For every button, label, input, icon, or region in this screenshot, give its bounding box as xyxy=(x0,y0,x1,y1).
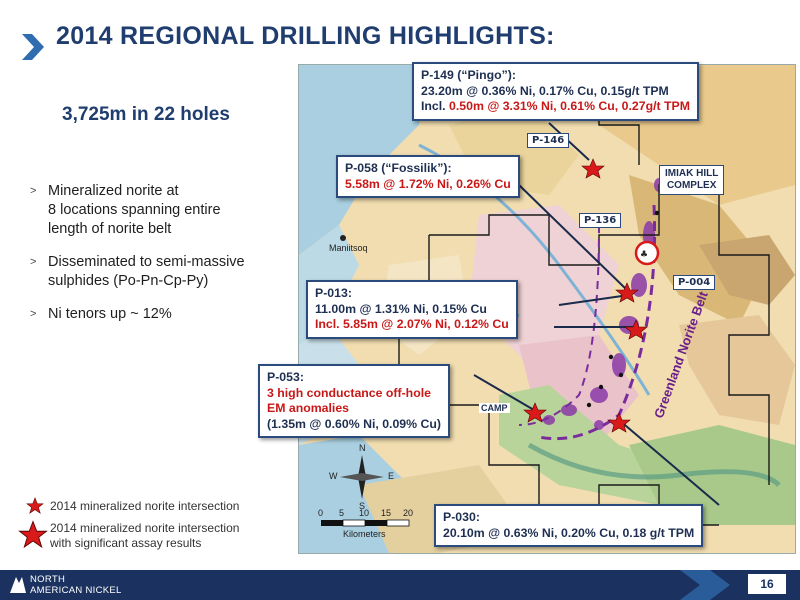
callout-p013: P-013: 11.00m @ 1.31% Ni, 0.15% Cu Incl.… xyxy=(306,280,518,339)
bullet-text: Mineralized norite at xyxy=(48,183,179,199)
page-number: 16 xyxy=(748,574,786,594)
bullet-text: length of norite belt xyxy=(48,221,172,237)
legend-label: 2014 mineralized norite intersection xyxy=(50,521,240,535)
callout-highlight: 0.50m @ 3.31% Ni, 0.61% Cu, 0.27g/t TPM xyxy=(449,99,690,113)
arrow-bullet-icon: > xyxy=(30,308,37,320)
svg-text:♣: ♣ xyxy=(640,250,648,260)
place-label-maniitsoq: Maniitsoq xyxy=(329,243,368,253)
bullet-item: > Ni tenors up ~ 12% xyxy=(24,305,286,324)
hole-tag-p004: P-004 xyxy=(673,275,716,290)
imiak-hill-complex-label: IMIAK HILL COMPLEX xyxy=(659,165,725,195)
scale-tick: 0 xyxy=(318,508,324,518)
hole-tag-p136: P-136 xyxy=(579,213,622,228)
callout-title: P-058 (“Fossilik”): xyxy=(345,161,452,175)
legend-item: 2014 mineralized norite intersection xyxy=(50,499,239,514)
callout-highlight: 5.58m @ 1.72% Ni, 0.26% Cu xyxy=(345,176,511,191)
company-logo-icon xyxy=(10,577,26,593)
logo-text: NORTH xyxy=(30,574,66,585)
callout-title: P-149 (“Pingo”): xyxy=(421,68,516,82)
scale-tick: 5 xyxy=(339,508,345,518)
compass-north: N xyxy=(359,443,366,453)
callout-title: P-030: xyxy=(443,510,480,524)
callout-line: 20.10m @ 0.63% Ni, 0.20% Cu, 0.18 g/t TP… xyxy=(443,525,695,540)
compass-east: E xyxy=(388,471,395,481)
footer-chevron-icon xyxy=(680,570,730,600)
footer-bar xyxy=(0,570,800,600)
callout-highlight: 3 high conductance off-hole xyxy=(267,385,431,400)
legend-item: 2014 mineralized norite intersection wit… xyxy=(50,521,239,551)
complex-label-line: IMIAK HILL xyxy=(665,168,719,179)
camp-label: CAMP xyxy=(479,403,510,413)
bullet-text: sulphides (Po-Pn-Cp-Py) xyxy=(48,273,209,289)
small-star-icon xyxy=(26,497,44,514)
legend-label: with significant assay results xyxy=(50,536,202,550)
callout-line: (1.35m @ 0.60% Ni, 0.09% Cu) xyxy=(267,416,441,431)
complex-label-line: COMPLEX xyxy=(666,180,717,191)
logo-text: AMERICAN NICKEL xyxy=(30,585,122,596)
bullet-text: Ni tenors up ~ 12% xyxy=(48,306,172,322)
company-logo: NORTH AMERICAN NICKEL xyxy=(30,574,122,596)
callout-highlight: EM anomalies xyxy=(267,401,350,415)
bullet-text: Disseminated to semi-massive xyxy=(48,254,245,270)
scale-tick: 15 xyxy=(381,508,392,518)
bullet-item: > Mineralized norite at 8 locations span… xyxy=(24,182,286,239)
callout-prefix: Incl. xyxy=(421,99,450,113)
page-title: 2014 REGIONAL DRILLING HIGHLIGHTS: xyxy=(56,22,555,50)
chevron-icon xyxy=(22,34,44,60)
scale-unit: Kilometers xyxy=(343,529,386,539)
callout-p030: P-030: 20.10m @ 0.63% Ni, 0.20% Cu, 0.18… xyxy=(434,504,704,547)
callout-title: P-013: xyxy=(315,286,352,300)
callout-p058: P-058 (“Fossilik”): 5.58m @ 1.72% Ni, 0.… xyxy=(336,155,520,198)
callout-p149: P-149 (“Pingo”): 23.20m @ 0.36% Ni, 0.17… xyxy=(412,62,699,121)
drilling-summary: 3,725m in 22 holes xyxy=(62,104,230,125)
hole-tag-p146: P-146 xyxy=(527,133,570,148)
callout-line: 11.00m @ 1.31% Ni, 0.15% Cu xyxy=(315,301,487,316)
bullet-list: > Mineralized norite at 8 locations span… xyxy=(24,182,286,338)
compass-west: W xyxy=(329,471,338,481)
compass-south: S xyxy=(359,501,366,511)
callout-p053: P-053: 3 high conductance off-hole EM an… xyxy=(258,364,450,438)
scale-tick: 20 xyxy=(403,508,414,518)
arrow-bullet-icon: > xyxy=(30,185,37,197)
legend-label: 2014 mineralized norite intersection xyxy=(50,499,240,513)
bullet-item: > Disseminated to semi-massive sulphides… xyxy=(24,253,286,291)
scale-tick: 10 xyxy=(359,508,370,518)
arrow-bullet-icon: > xyxy=(30,256,37,268)
callout-line: 23.20m @ 0.36% Ni, 0.17% Cu, 0.15g/t TPM xyxy=(421,83,669,98)
large-star-icon xyxy=(18,520,48,549)
callout-title: P-053: xyxy=(267,370,304,384)
bullet-text: 8 locations spanning entire xyxy=(48,202,221,218)
callout-highlight: Incl. 5.85m @ 2.07% Ni, 0.12% Cu xyxy=(315,317,509,331)
